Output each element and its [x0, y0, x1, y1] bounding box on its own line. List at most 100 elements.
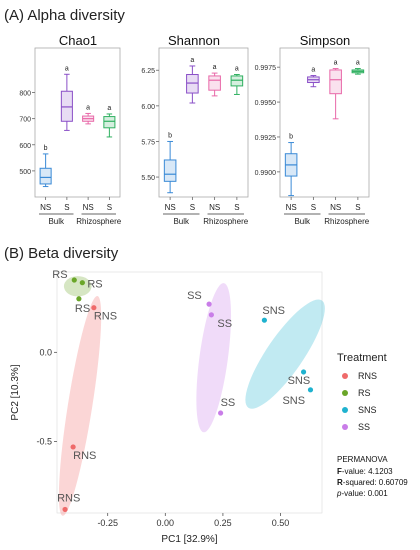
y-tick-label: 0.9950 [255, 100, 277, 107]
legend-title: Treatment [337, 352, 387, 364]
data-point [71, 277, 77, 283]
data-point [261, 317, 267, 323]
x-tick-label: NS [83, 203, 94, 212]
chao1-chart: Chao1 500 600 700 800 b NS a Sa NS a S Bulk Rhizosphe… [19, 33, 121, 226]
group-label: Bulk [294, 217, 311, 226]
plot-frame [158, 47, 249, 198]
significance-letter: a [65, 65, 69, 72]
x-tick-label: S [311, 203, 316, 212]
group-label: Bulk [48, 217, 65, 226]
confidence-ellipse [196, 283, 232, 433]
y-tick-label: 0.9975 [255, 65, 277, 72]
box [103, 116, 116, 129]
point-label: SS [187, 290, 202, 302]
stats-row: F-value: 4.1203 [337, 467, 393, 476]
data-point [208, 312, 214, 318]
legend-label: SS [358, 422, 370, 432]
y-axis-label: PC2 [10.3%] [10, 364, 21, 420]
significance-letter: a [235, 66, 239, 73]
data-point [307, 387, 314, 393]
data-point [70, 444, 76, 450]
x-axis-label: PC1 [32.9%] [161, 534, 217, 545]
y-tick-label: 5.75 [141, 139, 155, 146]
legend-swatch [342, 390, 348, 396]
y-tick-label: 0.0 [39, 347, 52, 357]
legend-label: RS [358, 388, 371, 398]
legend-swatch [342, 424, 348, 430]
box [186, 74, 199, 94]
point-label: RNS [94, 311, 117, 323]
y-tick-label: 500 [19, 169, 31, 176]
y-tick-label: 600 [19, 143, 31, 150]
point-label: RS [87, 279, 102, 291]
plot-frame [279, 47, 370, 198]
treatment-legend: Treatment RNS RS SNS SS [337, 352, 387, 432]
x-tick-label: NS [286, 203, 297, 212]
significance-letter: b [289, 134, 293, 141]
point-label: SNS [288, 375, 311, 387]
significance-letter: a [356, 60, 360, 67]
point-label: RS [52, 269, 67, 281]
confidence-ellipse [245, 299, 325, 409]
plot-frame [34, 47, 121, 198]
data-point [76, 296, 82, 302]
point-label: SS [221, 397, 236, 409]
y-tick-label: 0.9925 [255, 135, 277, 142]
group-label: Rhizosphere [76, 217, 121, 226]
stats-row: R-squared: 0.60709 [337, 478, 408, 487]
point-label: RS [75, 303, 90, 315]
x-tick-label: S [64, 203, 69, 212]
stats-label: F [337, 467, 342, 476]
plot-area [56, 271, 323, 514]
box [163, 159, 177, 182]
x-tick-label: S [190, 203, 195, 212]
chart-title: Chao1 [59, 33, 97, 48]
point-label: RNS [73, 450, 96, 462]
chart-title: Shannon [168, 33, 220, 48]
box [230, 75, 244, 87]
pca-chart: -0.25 0.00 0.25 0.50 0.0 -0.5 PC1 [32.9%] PC2 [… [10, 269, 325, 545]
x-tick-label: S [234, 203, 239, 212]
y-tick-label: 6.25 [141, 68, 155, 75]
point-label: SNS [262, 305, 285, 317]
box [208, 75, 221, 91]
legend-label: SNS [358, 405, 377, 415]
y-tick-label: 6.00 [141, 104, 155, 111]
x-tick-label: NS [330, 203, 341, 212]
box [329, 69, 342, 95]
point-label: RNS [57, 492, 80, 504]
y-tick-label: 800 [19, 91, 31, 98]
x-tick-label: 0.50 [272, 518, 290, 528]
box [39, 167, 52, 185]
y-tick-label: 700 [19, 117, 31, 124]
legend-label: RNS [358, 371, 377, 381]
point-label: SNS [282, 395, 305, 407]
stats-value: -value: 4.1203 [342, 467, 393, 476]
data-point [79, 280, 85, 286]
significance-letter: a [213, 64, 217, 71]
significance-letter: b [168, 132, 172, 139]
significance-letter: a [107, 105, 111, 112]
significance-letter: a [190, 57, 194, 64]
simpson-chart: Simpson 0.9900 0.9925 0.9950 0.9975 b NS a Sa NS a… [255, 33, 370, 226]
permanova-stats: PERMANOVA F-value: 4.1203 R-squared: 0.607… [336, 455, 408, 498]
x-tick-label: 0.00 [157, 518, 175, 528]
panel-b-title: (B) Beta diversity [4, 245, 119, 262]
data-point [62, 506, 68, 513]
stats-value: -squared: 0.60709 [343, 478, 408, 487]
x-tick-label: 0.25 [214, 518, 232, 528]
stats-label: R [337, 478, 343, 487]
y-tick-label: 5.50 [141, 175, 155, 182]
x-tick-label: NS [40, 203, 51, 212]
x-tick-label: -0.25 [97, 518, 118, 528]
y-tick-label: 0.9900 [255, 170, 277, 177]
data-point [206, 301, 212, 307]
chart-title: Simpson [300, 33, 351, 48]
group-label: Rhizosphere [324, 217, 369, 226]
x-tick-label: NS [209, 203, 220, 212]
significance-letter: a [311, 67, 315, 74]
significance-letter: b [44, 145, 48, 152]
stats-row: p-value: 0.001 [336, 489, 388, 498]
x-tick-label: NS [165, 203, 176, 212]
